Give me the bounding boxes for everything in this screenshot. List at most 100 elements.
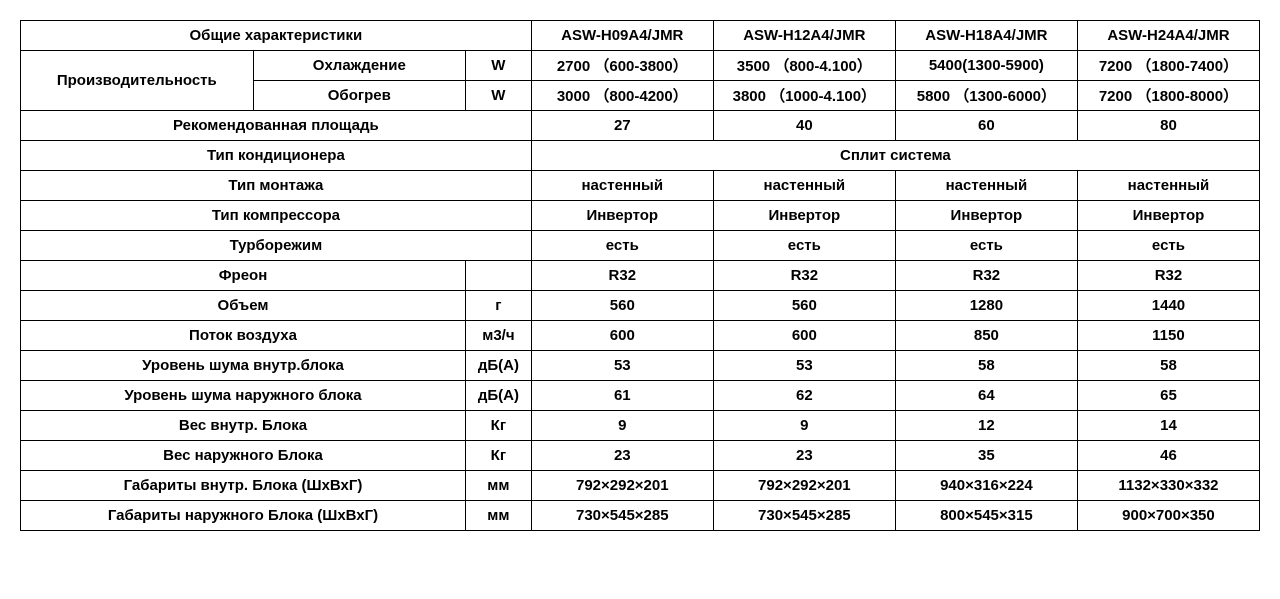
cell: R32 — [713, 261, 895, 291]
cell: R32 — [895, 261, 1077, 291]
cell: 58 — [1077, 351, 1259, 381]
row-label: Уровень шума наружного блока — [21, 381, 466, 411]
table-row: Габариты внутр. Блока (ШхВхГ) мм 792×292… — [21, 471, 1260, 501]
row-label: Поток воздуха — [21, 321, 466, 351]
cell: R32 — [531, 261, 713, 291]
row-unit: дБ(A) — [466, 351, 532, 381]
cell: есть — [531, 231, 713, 261]
cell: есть — [713, 231, 895, 261]
row-label: Вес внутр. Блока — [21, 411, 466, 441]
row-label: Фреон — [21, 261, 466, 291]
row-unit: дБ(A) — [466, 381, 532, 411]
cell: 60 — [895, 111, 1077, 141]
header-general: Общие характеристики — [21, 21, 532, 51]
cell: 1150 — [1077, 321, 1259, 351]
cell: 23 — [531, 441, 713, 471]
cell: 62 — [713, 381, 895, 411]
table-row: Уровень шума внутр.блока дБ(A) 53 53 58 … — [21, 351, 1260, 381]
cell: 58 — [895, 351, 1077, 381]
cell: 35 — [895, 441, 1077, 471]
cell: 53 — [531, 351, 713, 381]
cell: 12 — [895, 411, 1077, 441]
cell: 730×545×285 — [713, 501, 895, 531]
cell: 5400(1300-5900) — [895, 51, 1077, 81]
row-label: Тип монтажа — [21, 171, 532, 201]
row-unit: г — [466, 291, 532, 321]
cell: настенный — [895, 171, 1077, 201]
table-row: Тип кондиционера Сплит система — [21, 141, 1260, 171]
cell: 730×545×285 — [531, 501, 713, 531]
cell: 9 — [531, 411, 713, 441]
cell: 27 — [531, 111, 713, 141]
header-model: ASW-H12A4/JMR — [713, 21, 895, 51]
row-unit — [466, 261, 532, 291]
row-label: Уровень шума внутр.блока — [21, 351, 466, 381]
table-row: Общие характеристики ASW-H09A4/JMR ASW-H… — [21, 21, 1260, 51]
cell: 600 — [531, 321, 713, 351]
spec-table: Общие характеристики ASW-H09A4/JMR ASW-H… — [20, 20, 1260, 531]
row-unit: м3/ч — [466, 321, 532, 351]
cell: 800×545×315 — [895, 501, 1077, 531]
cell: 61 — [531, 381, 713, 411]
cell: 3500 （800-4.100） — [713, 51, 895, 81]
row-unit: W — [466, 81, 532, 111]
cell: Инвертор — [531, 201, 713, 231]
row-label: Турборежим — [21, 231, 532, 261]
cell: 65 — [1077, 381, 1259, 411]
cell: R32 — [1077, 261, 1259, 291]
cell: 23 — [713, 441, 895, 471]
table-row: Тип компрессора Инвертор Инвертор Инверт… — [21, 201, 1260, 231]
cell: 560 — [713, 291, 895, 321]
row-label: Габариты внутр. Блока (ШхВхГ) — [21, 471, 466, 501]
cell: 46 — [1077, 441, 1259, 471]
cell: настенный — [1077, 171, 1259, 201]
cell: 2700 （600-3800） — [531, 51, 713, 81]
cell: 3000 （800-4200） — [531, 81, 713, 111]
row-unit: мм — [466, 501, 532, 531]
row-label: Габариты наружного Блока (ШхВхГ) — [21, 501, 466, 531]
cell: есть — [895, 231, 1077, 261]
cell: 3800 （1000-4.100） — [713, 81, 895, 111]
table-row: Турборежим есть есть есть есть — [21, 231, 1260, 261]
cell: 850 — [895, 321, 1077, 351]
cell: 940×316×224 — [895, 471, 1077, 501]
cell: 1280 — [895, 291, 1077, 321]
header-model: ASW-H18A4/JMR — [895, 21, 1077, 51]
cell-merged: Сплит система — [531, 141, 1259, 171]
cell: 560 — [531, 291, 713, 321]
cell: 53 — [713, 351, 895, 381]
table-row: Уровень шума наружного блока дБ(A) 61 62… — [21, 381, 1260, 411]
row-unit: мм — [466, 471, 532, 501]
row-unit: Кг — [466, 411, 532, 441]
row-unit: W — [466, 51, 532, 81]
cell: 14 — [1077, 411, 1259, 441]
cell: 900×700×350 — [1077, 501, 1259, 531]
cell: 40 — [713, 111, 895, 141]
row-unit: Кг — [466, 441, 532, 471]
table-row: Тип монтажа настенный настенный настенны… — [21, 171, 1260, 201]
cell: 7200 （1800-7400） — [1077, 51, 1259, 81]
cell: Инвертор — [1077, 201, 1259, 231]
header-model: ASW-H09A4/JMR — [531, 21, 713, 51]
table-row: Рекомендованная площадь 27 40 60 80 — [21, 111, 1260, 141]
cell: настенный — [531, 171, 713, 201]
cell: Инвертор — [895, 201, 1077, 231]
row-label: Производительность — [21, 51, 254, 111]
header-model: ASW-H24A4/JMR — [1077, 21, 1259, 51]
row-label: Тип компрессора — [21, 201, 532, 231]
row-label: Объем — [21, 291, 466, 321]
row-sublabel: Обогрев — [253, 81, 465, 111]
table-row: Вес наружного Блока Кг 23 23 35 46 — [21, 441, 1260, 471]
cell: настенный — [713, 171, 895, 201]
cell: 9 — [713, 411, 895, 441]
row-label: Рекомендованная площадь — [21, 111, 532, 141]
table-row: Производительность Охлаждение W 2700 （60… — [21, 51, 1260, 81]
cell: 600 — [713, 321, 895, 351]
table-row: Фреон R32 R32 R32 R32 — [21, 261, 1260, 291]
row-label: Вес наружного Блока — [21, 441, 466, 471]
cell: 80 — [1077, 111, 1259, 141]
row-label: Тип кондиционера — [21, 141, 532, 171]
cell: 1440 — [1077, 291, 1259, 321]
cell: 5800 （1300-6000） — [895, 81, 1077, 111]
table-row: Объем г 560 560 1280 1440 — [21, 291, 1260, 321]
